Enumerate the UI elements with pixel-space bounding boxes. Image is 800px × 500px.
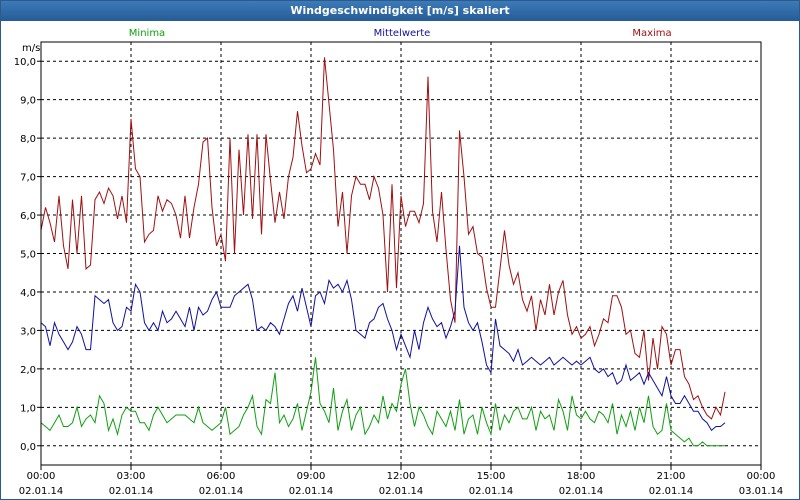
y-tick-label: 6,0 — [20, 211, 36, 222]
series-line-mittelwerte — [40, 245, 726, 432]
x-tick-date-label: 02.01.14 — [289, 486, 334, 497]
y-tick-label: 1,0 — [20, 403, 36, 414]
legend-entry-minima: Minima — [129, 28, 165, 39]
x-tick-date-label: 02.01.14 — [469, 486, 514, 497]
y-tick-label: 5,0 — [20, 250, 36, 261]
x-tick-time-label: 09:00 — [297, 471, 326, 482]
x-tick-date-label: 02.01.14 — [109, 486, 154, 497]
window-title: Windgeschwindigkeit [m/s] skaliert — [1, 1, 799, 21]
y-tick-label: 8,0 — [20, 134, 36, 145]
y-tick-label: 0,0 — [20, 442, 36, 453]
x-tick-date-label: 03.01.14 — [739, 486, 784, 497]
x-tick-time-label: 00:00 — [27, 471, 56, 482]
y-tick-label: 3,0 — [20, 326, 36, 337]
y-tick-label: 7,0 — [20, 173, 36, 184]
x-tick-time-label: 06:00 — [207, 471, 236, 482]
y-tick-label: 4,0 — [20, 288, 36, 299]
y-tick-label: 9,0 — [20, 96, 36, 107]
x-tick-date-label: 02.01.14 — [19, 486, 64, 497]
grid — [41, 42, 761, 465]
x-tick-time-label: 00:00 — [747, 471, 776, 482]
y-axis-label: m/s — [22, 43, 40, 54]
x-tick-date-label: 02.01.14 — [559, 486, 604, 497]
y-tick-label: 2,0 — [20, 365, 36, 376]
legend: Maxima Mittelwerte Minima — [129, 28, 672, 39]
x-tick-time-label: 12:00 — [387, 471, 416, 482]
series-line-minima — [40, 357, 725, 447]
legend-entry-mittelwerte: Mittelwerte — [374, 28, 431, 39]
x-tick-date-label: 02.01.14 — [649, 486, 694, 497]
axes: 0,0 1,0 2,0 3,0 4,0 5,0 6,0 7,0 8,0 9,0 10,0 00:00 0… — [14, 41, 784, 497]
series-line-maxima — [40, 57, 726, 420]
x-tick-date-label: 02.01.14 — [199, 486, 244, 497]
legend-entry-maxima: Maxima — [632, 28, 671, 39]
x-tick-time-label: 21:00 — [657, 471, 686, 482]
chart-canvas: Maxima Mittelwerte Minima 0,0 1,0 2,0 3,0 4,0 5… — [14, 28, 784, 497]
y-tick-label: 10,0 — [14, 57, 36, 68]
x-tick-time-label: 15:00 — [477, 471, 506, 482]
series-lines — [40, 57, 726, 447]
x-tick-time-label: 03:00 — [117, 471, 146, 482]
x-tick-date-label: 02.01.14 — [379, 486, 424, 497]
x-tick-time-label: 18:00 — [567, 471, 596, 482]
